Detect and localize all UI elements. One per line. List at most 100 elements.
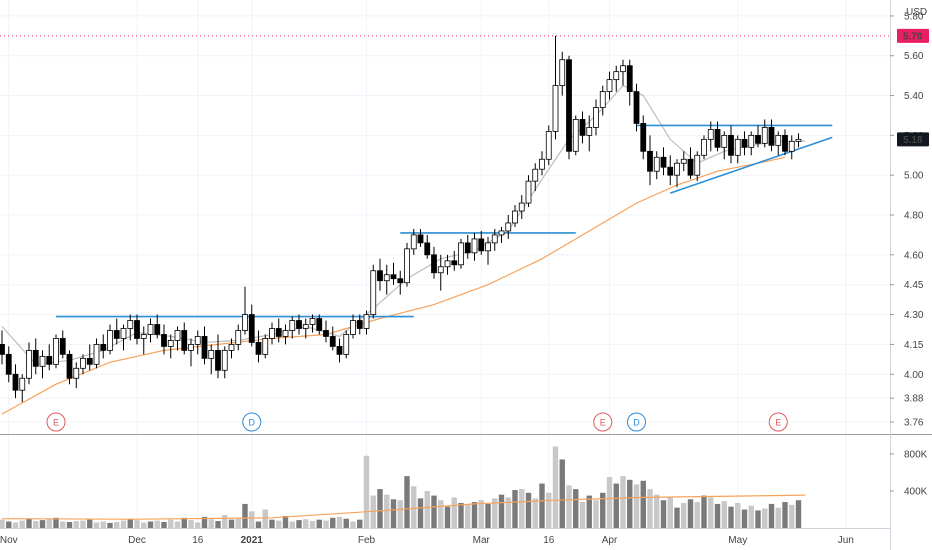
event-marker-letter: E xyxy=(600,418,606,428)
volume-bar xyxy=(451,497,457,528)
volume-bar xyxy=(249,511,255,528)
volume-tick-label: 800K xyxy=(904,449,928,460)
candle-body xyxy=(768,127,775,146)
volume-bar xyxy=(390,499,397,528)
candle-body xyxy=(248,314,255,343)
candle-body xyxy=(451,260,458,266)
volume-bar xyxy=(384,494,390,528)
volume-bar xyxy=(397,500,403,528)
slow-moving-average-line xyxy=(1,156,786,415)
date-label: Dec xyxy=(128,535,146,546)
candle-body xyxy=(532,168,539,182)
volume-bar xyxy=(60,521,66,528)
volume-bar xyxy=(66,521,73,528)
volume-bar xyxy=(46,519,52,528)
high-price-badge: 5.70 xyxy=(903,31,923,42)
date-label: Apr xyxy=(602,535,618,546)
volume-bar xyxy=(39,520,46,528)
candle-body xyxy=(174,330,181,341)
price-tick-label: 5.60 xyxy=(904,51,924,62)
candle-body xyxy=(734,138,741,156)
volume-bar xyxy=(485,503,491,528)
candle-body xyxy=(356,320,363,329)
date-label: Feb xyxy=(358,535,376,546)
volume-tick-label: 400K xyxy=(904,486,928,497)
candle-body xyxy=(741,138,748,148)
date-label: Nov xyxy=(0,535,18,546)
candle-body xyxy=(100,344,107,351)
candle-body xyxy=(491,234,498,244)
price-tick-label: 5.40 xyxy=(904,91,924,102)
candle-body xyxy=(579,119,586,136)
volume-bar xyxy=(316,519,322,528)
volume-bar xyxy=(775,507,781,528)
volume-bar xyxy=(363,455,370,528)
volume-bar xyxy=(53,517,59,528)
volume-bar xyxy=(296,520,302,528)
candle-body xyxy=(728,134,734,156)
candle-body xyxy=(687,158,694,176)
volume-bar xyxy=(431,495,437,528)
price-tick-label: 4.60 xyxy=(904,250,924,261)
candle-body xyxy=(444,260,451,268)
volume-bar xyxy=(721,501,727,528)
date-label: 16 xyxy=(543,535,555,546)
candle-body xyxy=(633,91,640,124)
price-tick-label: 5.80 xyxy=(904,11,924,22)
volume-bar xyxy=(107,522,113,528)
candle-body xyxy=(471,238,478,254)
candle-body xyxy=(19,377,26,391)
candle-body xyxy=(242,314,248,331)
candle-body xyxy=(370,270,377,315)
volume-bar xyxy=(579,502,586,528)
volume-bar xyxy=(755,510,761,528)
volume-bar xyxy=(100,521,106,528)
candle-body xyxy=(458,242,464,266)
volume-bar xyxy=(168,519,174,528)
event-marker-letter: D xyxy=(633,418,640,428)
candle-body xyxy=(498,230,505,236)
candle-body xyxy=(127,320,134,329)
candle-body xyxy=(485,242,491,252)
volume-bar xyxy=(566,485,572,528)
grid-lines xyxy=(0,0,890,528)
volume-bar xyxy=(276,520,282,528)
volume-bar xyxy=(289,521,295,528)
volume-bar xyxy=(600,492,606,528)
candle-body xyxy=(755,134,761,144)
high-price-badge-background xyxy=(897,28,929,43)
price-tick-label: 3.76 xyxy=(904,418,924,429)
candle-body xyxy=(694,154,701,176)
volume-bar xyxy=(681,502,687,528)
volume-bar xyxy=(235,518,241,528)
volume-bar xyxy=(782,502,788,528)
candle-body xyxy=(424,242,431,256)
candle-body xyxy=(235,330,242,345)
volume-bar xyxy=(154,520,160,528)
event-marker xyxy=(768,412,788,432)
candle-body xyxy=(215,349,221,371)
volume-bar xyxy=(667,496,673,528)
candle-body xyxy=(707,129,714,140)
candle-body xyxy=(181,330,188,351)
candle-body xyxy=(59,338,66,355)
volume-bar xyxy=(438,500,444,528)
volume-bar xyxy=(687,499,694,528)
candle-body xyxy=(653,156,660,172)
candle-body xyxy=(289,320,296,331)
candle-body xyxy=(147,324,154,335)
candle-body xyxy=(5,353,12,375)
volume-bar xyxy=(0,519,5,528)
candle-body xyxy=(0,344,5,355)
volume-bar xyxy=(498,494,505,528)
candle-body xyxy=(478,238,485,252)
candle-body xyxy=(221,349,228,371)
candle-body xyxy=(572,119,579,152)
volume-bar xyxy=(222,515,228,528)
candle-body xyxy=(525,180,532,204)
last-price-badge-background xyxy=(897,132,929,147)
trendline xyxy=(669,136,833,194)
candle-body xyxy=(269,328,275,339)
candle-body xyxy=(660,156,667,168)
